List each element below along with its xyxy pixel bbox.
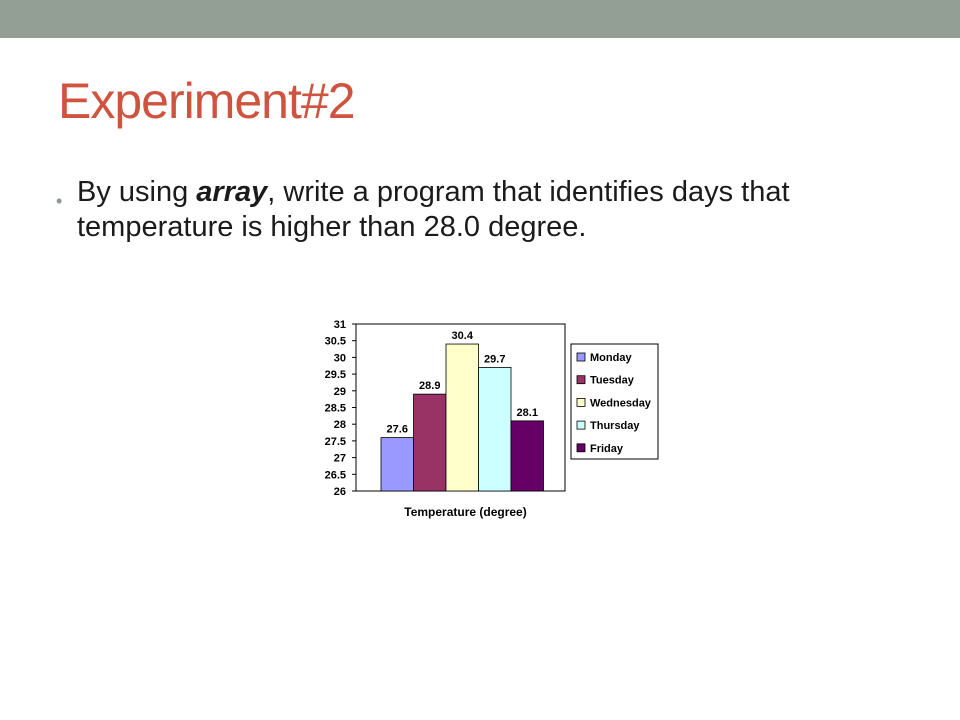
y-tick-label: 28 bbox=[334, 419, 346, 431]
bar-thursday bbox=[478, 367, 512, 492]
bullet-text: By using array, write a program that ide… bbox=[77, 175, 906, 245]
data-label-thursday: 29.7 bbox=[484, 353, 505, 365]
legend-swatch-thursday bbox=[576, 420, 586, 430]
y-tick-label: 29 bbox=[334, 386, 346, 398]
y-tick-label: 29.5 bbox=[325, 369, 346, 381]
legend-label-friday: Friday bbox=[590, 443, 624, 455]
bullet-text-prefix: By using bbox=[77, 176, 197, 208]
slide-title: Experiment#2 bbox=[58, 73, 355, 129]
legend-swatch-friday bbox=[576, 443, 586, 453]
bullet-dot-icon: • bbox=[56, 191, 63, 211]
y-tick-label: 26 bbox=[334, 486, 346, 498]
y-tick-label: 31 bbox=[334, 319, 346, 331]
bar-tuesday bbox=[413, 393, 447, 492]
bar-monday bbox=[380, 437, 414, 492]
y-tick-label: 27.5 bbox=[325, 436, 346, 448]
data-label-monday: 27.6 bbox=[387, 424, 408, 436]
bullet-text-emphasis: array bbox=[196, 176, 268, 208]
legend-label-thursday: Thursday bbox=[590, 420, 640, 432]
temperature-chart: 31 30.5 30 29.5 29 28.5 28 27.5 27 26.5 26 27.6 28.9… bbox=[300, 305, 680, 530]
legend-label-wednesday: Wednesday bbox=[590, 397, 652, 409]
chart-svg: 31 30.5 30 29.5 29 28.5 28 27.5 27 26.5 26 27.6 28.9… bbox=[325, 319, 659, 519]
data-label-friday: 28.1 bbox=[517, 407, 538, 419]
top-accent-band bbox=[0, 0, 960, 38]
bullet-item: • By using array, write a program that i… bbox=[56, 175, 906, 245]
x-axis-label: Temperature (degree) bbox=[404, 505, 526, 519]
bar-friday bbox=[510, 420, 544, 492]
y-tick-label: 30.5 bbox=[325, 336, 346, 348]
bar-wednesday bbox=[445, 343, 479, 492]
bullet-text-suffix: , write a program that identifies days t… bbox=[77, 176, 790, 243]
legend-swatch-tuesday bbox=[576, 375, 586, 385]
y-tick-label: 30 bbox=[334, 352, 346, 364]
y-tick-label: 26.5 bbox=[325, 469, 346, 481]
data-label-tuesday: 28.9 bbox=[419, 380, 440, 392]
legend-label-monday: Monday bbox=[590, 352, 632, 364]
data-label-wednesday: 30.4 bbox=[452, 330, 474, 342]
legend-swatch-monday bbox=[576, 352, 586, 362]
legend-box bbox=[570, 343, 659, 460]
legend-swatch-wednesday bbox=[576, 398, 586, 407]
legend-label-tuesday: Tuesday bbox=[590, 375, 635, 387]
y-tick-label: 27 bbox=[334, 453, 346, 465]
y-tick-label: 28.5 bbox=[325, 403, 346, 415]
